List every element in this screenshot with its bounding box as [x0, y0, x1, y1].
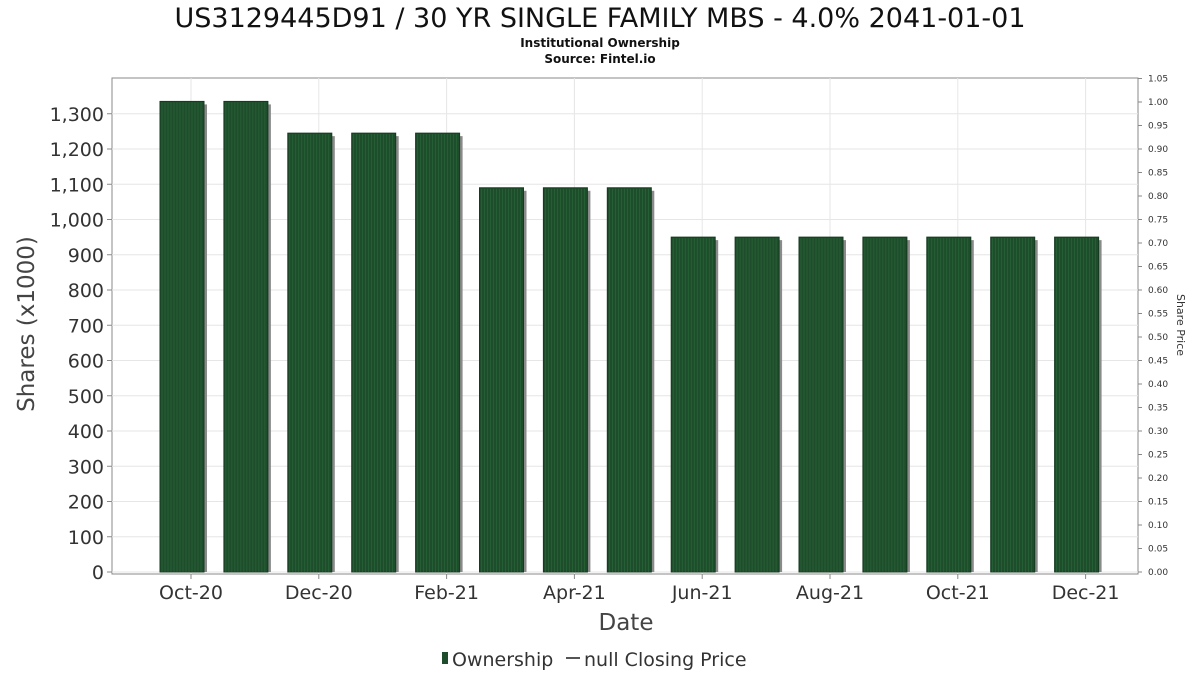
- y-tick-label: 300: [68, 456, 104, 478]
- y2-tick-label: 0.90: [1148, 145, 1168, 155]
- y2-tick-label: 0.80: [1148, 192, 1168, 202]
- x-tick-label: Oct-21: [926, 582, 990, 604]
- y-axis-label: Shares (x1000): [14, 236, 40, 412]
- y2-axis-ticks: 0.00 0.05 0.10 0.15 0.20 0.25 0.30 0.35 0.40 0.45…: [1138, 75, 1168, 578]
- y-tick-label: 100: [68, 527, 104, 549]
- legend: Ownership null Closing Price: [442, 649, 747, 671]
- y2-tick-label: 0.30: [1148, 427, 1168, 437]
- chart-subtitle: Institutional Ownership: [520, 36, 680, 50]
- bar: [798, 236, 844, 573]
- y2-tick-label: 1.00: [1148, 98, 1168, 108]
- y-tick-label: 500: [68, 386, 104, 408]
- y-tick-label: 400: [68, 421, 104, 443]
- legend-ownership-label: Ownership: [452, 649, 553, 671]
- y2-tick-label: 0.55: [1148, 310, 1168, 320]
- y2-tick-label: 0.75: [1148, 216, 1168, 226]
- y-tick-label: 800: [68, 280, 104, 302]
- bar: [734, 236, 780, 573]
- chart-source: Source: Fintel.io: [544, 52, 655, 66]
- y2-tick-label: 0.85: [1148, 169, 1168, 179]
- x-tick-label: Aug-21: [796, 582, 864, 604]
- y2-tick-label: 0.25: [1148, 451, 1168, 461]
- y-tick-label: 200: [68, 492, 104, 514]
- x-tick-label: Jun-21: [671, 582, 733, 604]
- y-tick-label: 1,000: [50, 210, 104, 232]
- y-tick-label: 1,100: [50, 174, 104, 196]
- y2-tick-label: 0.20: [1148, 474, 1168, 484]
- y-tick-label: 1,200: [50, 139, 104, 161]
- y-tick-label: 700: [68, 315, 104, 337]
- bar: [542, 187, 588, 573]
- bar: [862, 236, 908, 573]
- y-tick-label: 1,300: [50, 104, 104, 126]
- y2-tick-label: 0.00: [1148, 568, 1168, 578]
- x-axis-label: Date: [599, 610, 654, 636]
- y2-tick-label: 0.05: [1148, 545, 1168, 555]
- bar: [479, 187, 524, 573]
- chart-title: US3129445D91 / 30 YR SINGLE FAMILY MBS -…: [174, 3, 1025, 34]
- y2-axis-label: Share Price: [1174, 294, 1187, 356]
- y2-tick-label: 1.05: [1148, 75, 1168, 85]
- y2-tick-label: 0.10: [1148, 521, 1168, 531]
- x-tick-label: Feb-21: [414, 582, 479, 604]
- y-axis-ticks: 0 100 200 300 400 500 600 700 800 900 1,000 1,100 1,…: [50, 104, 112, 584]
- y2-tick-label: 0.40: [1148, 380, 1168, 390]
- legend-price-label: null Closing Price: [584, 649, 747, 671]
- y2-tick-label: 0.70: [1148, 239, 1168, 249]
- bar: [287, 132, 333, 573]
- bar: [351, 132, 397, 573]
- y-tick-label: 0: [92, 562, 104, 584]
- x-tick-label: Oct-20: [159, 582, 223, 604]
- y-tick-label: 600: [68, 351, 104, 373]
- x-tick-label: Apr-21: [543, 582, 606, 604]
- bar: [1054, 236, 1100, 573]
- legend-ownership-swatch: [442, 652, 448, 664]
- y2-tick-label: 0.60: [1148, 286, 1168, 296]
- x-tick-label: Dec-20: [285, 582, 353, 604]
- x-axis-ticks: Oct-20 Dec-20 Feb-21 Apr-21 Jun-21 Aug-21 Oct-…: [159, 574, 1120, 604]
- y2-tick-label: 0.45: [1148, 357, 1168, 367]
- bar: [670, 236, 716, 573]
- bar: [990, 236, 1036, 573]
- y2-tick-label: 0.95: [1148, 122, 1168, 132]
- bar: [926, 236, 972, 573]
- y2-tick-label: 0.65: [1148, 263, 1168, 273]
- bar: [223, 100, 269, 573]
- y2-tick-label: 0.35: [1148, 404, 1168, 414]
- bars: [159, 100, 1102, 573]
- x-tick-label: Dec-21: [1052, 582, 1120, 604]
- bar: [159, 100, 205, 573]
- bar: [606, 187, 652, 573]
- bar: [415, 132, 461, 573]
- y-tick-label: 900: [68, 245, 104, 267]
- y2-tick-label: 0.50: [1148, 333, 1168, 343]
- y2-tick-label: 0.15: [1148, 498, 1168, 508]
